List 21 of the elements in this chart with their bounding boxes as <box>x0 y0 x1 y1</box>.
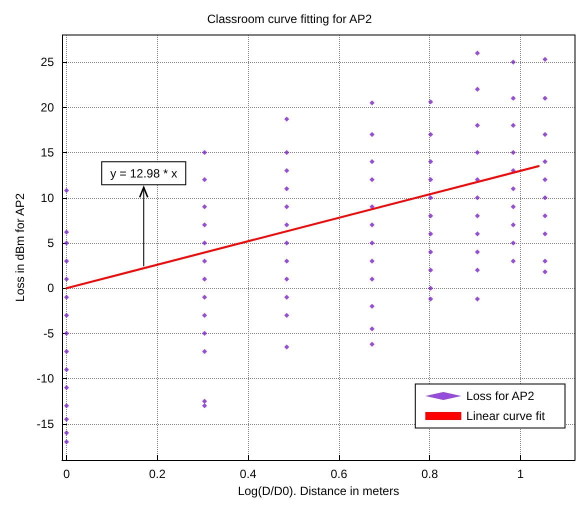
y-axis-title: Loss in dBm for AP2 <box>12 192 27 302</box>
annotation: y = 12.98 * x <box>110 166 178 180</box>
x-tick-label: 0.6 <box>330 467 348 481</box>
x-tick-label: 0 <box>63 467 70 481</box>
x-tick-label: 1 <box>517 467 524 481</box>
y-tick-label: 20 <box>40 100 54 114</box>
y-tick-label: 15 <box>40 146 54 160</box>
y-tick-label: -15 <box>36 416 54 431</box>
y-tick-label: 25 <box>40 55 54 70</box>
chart-title: Classroom curve fitting for AP2 <box>207 12 372 26</box>
y-tick-label: 10 <box>40 190 54 205</box>
legend-label: Linear curve fit <box>466 409 546 423</box>
y-tick-label: -10 <box>36 372 54 386</box>
x-tick-label: 0.8 <box>421 467 438 481</box>
y-tick-label: -5 <box>43 326 54 340</box>
y-tick-label: 0 <box>47 281 54 296</box>
x-tick-label: 0.4 <box>240 467 257 481</box>
x-tick-label: 0.2 <box>148 467 166 481</box>
legend-label: Loss for AP2 <box>466 389 535 403</box>
y-tick-label: 5 <box>47 236 54 250</box>
x-axis-title: Log(D/D0). Distance in meters <box>238 484 400 498</box>
